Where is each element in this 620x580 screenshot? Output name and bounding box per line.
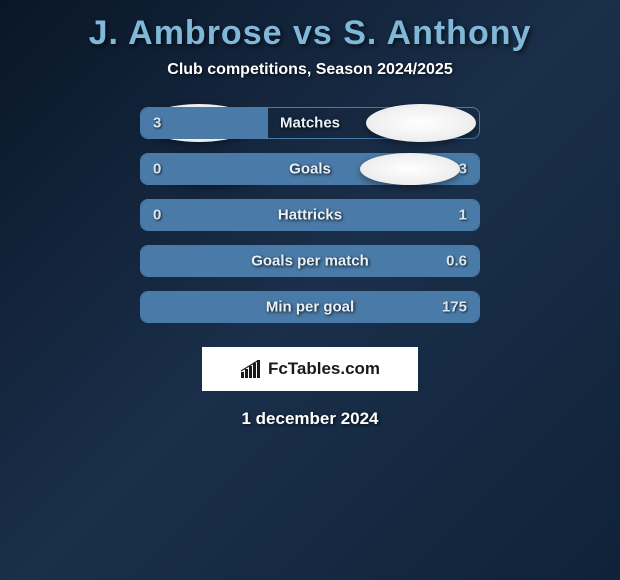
stat-rows: 35Matches03Goals01Hattricks0.6Goals per …	[140, 107, 480, 337]
stat-label: Min per goal	[266, 299, 354, 316]
stat-row: 0 1 Hattricks	[140, 199, 480, 231]
branding-text: FcTables.com	[268, 359, 380, 379]
stat-value-left: 3	[153, 115, 161, 132]
stat-label: Goals per match	[251, 253, 369, 270]
stat-value-right: 0.6	[446, 253, 467, 270]
stat-label: Hattricks	[278, 207, 342, 224]
bar-chart-icon	[240, 360, 262, 378]
stat-label: Goals	[289, 161, 331, 178]
snapshot-date: 1 december 2024	[241, 409, 378, 429]
stat-value-left: 0	[153, 161, 161, 178]
player-avatar-right	[360, 153, 460, 185]
season-subtitle: Club competitions, Season 2024/2025	[167, 61, 452, 79]
stat-row: 0.6 Goals per match	[140, 245, 480, 277]
comparison-title: J. Ambrose vs S. Anthony	[89, 14, 532, 53]
stat-row: 35Matches	[140, 107, 480, 139]
stat-value-right: 1	[459, 207, 467, 224]
player-avatar-right	[366, 104, 476, 142]
stat-label: Matches	[280, 115, 340, 132]
stat-bar: 175 Min per goal	[140, 291, 480, 323]
stat-value-right: 175	[442, 299, 467, 316]
stat-row: 03Goals	[140, 153, 480, 185]
stat-bar: 0.6 Goals per match	[140, 245, 480, 277]
infographic-container: J. Ambrose vs S. Anthony Club competitio…	[0, 0, 620, 439]
stat-row: 175 Min per goal	[140, 291, 480, 323]
stat-value-left: 0	[153, 207, 161, 224]
stat-bar: 0 1 Hattricks	[140, 199, 480, 231]
branding-badge: FcTables.com	[202, 347, 418, 391]
